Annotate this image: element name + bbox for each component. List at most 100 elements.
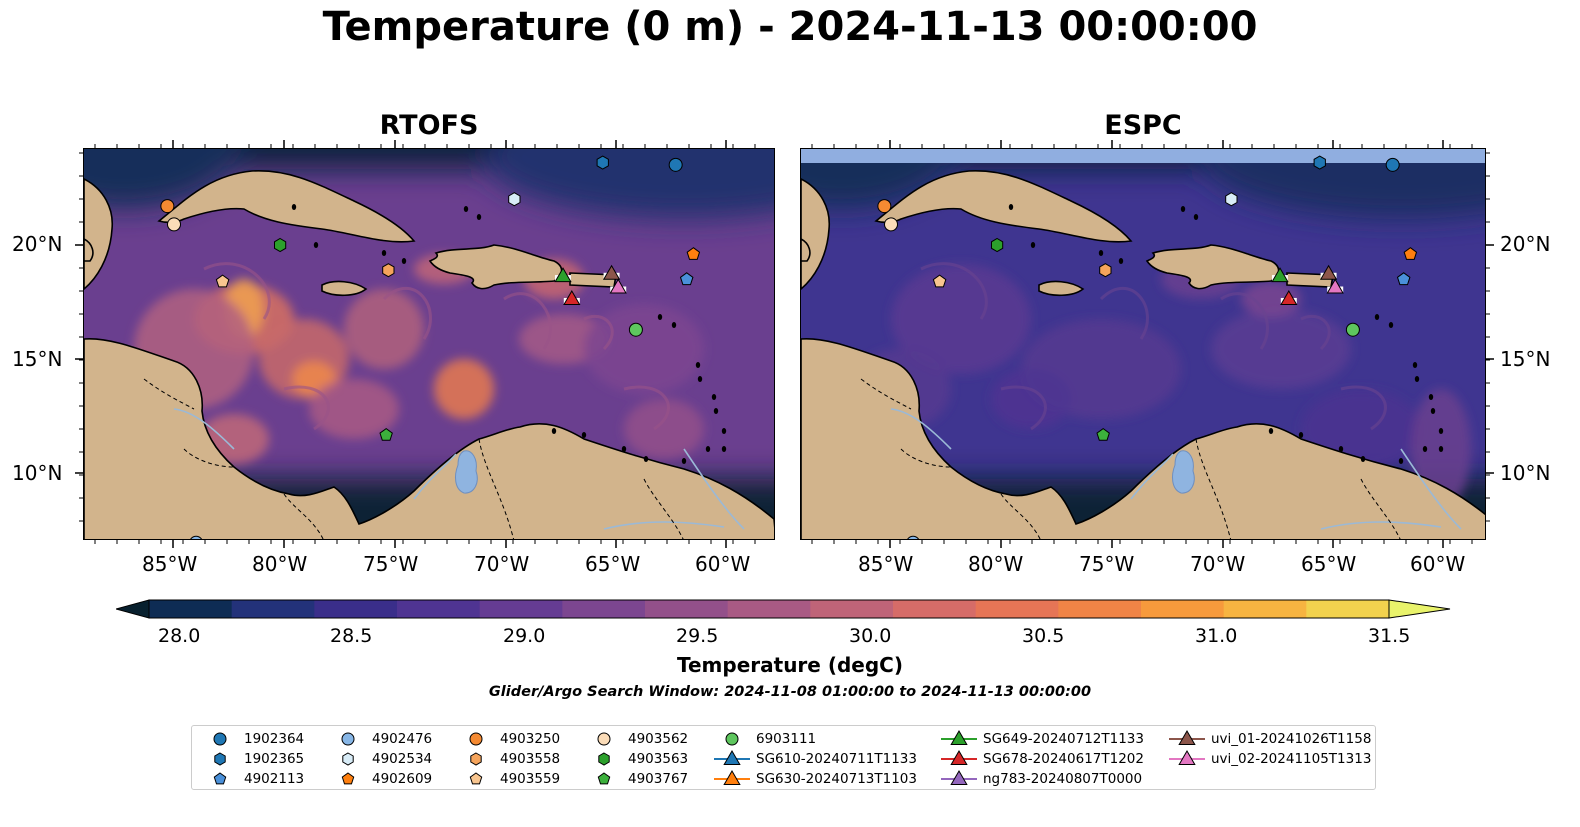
lon-tick-label: 85°W [858, 552, 914, 576]
marker-4903558 [382, 263, 395, 278]
marker-1902364 [1385, 157, 1400, 172]
colorbar-segment [893, 600, 977, 618]
marker-6903111 [1345, 322, 1360, 337]
marker-4903563 [991, 237, 1004, 253]
colorbar-over-arrow [1388, 599, 1451, 619]
marker-uvi_01-20241026T1158 [1319, 264, 1338, 280]
lon-tick-label: 75°W [363, 552, 419, 576]
marker-1902365 [596, 155, 609, 170]
legend-circle [341, 732, 355, 746]
colorbar-tick-label: 29.0 [503, 625, 546, 647]
marker-uvi_01-20241026T1158 [602, 264, 621, 280]
lon-tick-label: 70°W [1190, 552, 1246, 576]
legend-label: 4903562 [628, 731, 689, 747]
land-island_left [84, 238, 94, 262]
lat-tick-label: 15°N [1500, 347, 1551, 371]
colorbar-tick-label: 30.0 [849, 625, 892, 647]
marker-4902534 [508, 192, 521, 207]
lon-tick-label: 75°W [1079, 552, 1135, 576]
lat-tick-label: 20°N [12, 232, 63, 256]
hexagon-marker-icon [598, 752, 610, 766]
legend-label: 4902113 [244, 771, 305, 787]
axis-ticks [75, 140, 1494, 548]
marker-4902609 [1403, 247, 1418, 260]
legend-label: 4902534 [372, 751, 433, 767]
legend-label: 4902476 [372, 731, 433, 747]
colorbar-title: Temperature (degC) [677, 653, 903, 677]
marker-SG678-20240617T1202 [563, 290, 581, 305]
legend-pentagon [341, 772, 355, 785]
triangle-marker-icon [1169, 730, 1205, 745]
colorbar-segment [975, 600, 1059, 618]
espc-map [800, 148, 1486, 540]
legend-circle [597, 732, 611, 746]
colorbar-segment [1141, 600, 1225, 618]
colorbar-tick-label: 31.0 [1195, 625, 1238, 647]
marker-1902365 [1313, 155, 1326, 170]
marker-4903767 [379, 427, 393, 441]
land-island_left [801, 238, 811, 262]
lake [1172, 450, 1195, 494]
legend: 1902364 1902365 4902113 4902476 4902534 49026… [191, 725, 1376, 790]
legend-label: SG610-20240711T1133 [756, 751, 917, 767]
legend-circle [725, 732, 739, 746]
marker-4902609 [686, 247, 701, 260]
colorbar-tick-label: 30.5 [1022, 625, 1065, 647]
pentagon-marker-icon [213, 772, 227, 785]
colorbar-segment [1306, 600, 1390, 618]
legend-triangle [1178, 750, 1196, 765]
circle-marker-icon [725, 732, 739, 746]
panel-title-rtofs: RTOFS [379, 110, 479, 141]
pentagon-marker-icon [597, 772, 611, 785]
triangle-marker-icon [941, 730, 977, 745]
marker-4902534 [1225, 192, 1238, 207]
legend-hexagon [214, 752, 226, 766]
legend-circle [213, 732, 227, 746]
marker-4903563 [274, 237, 287, 253]
marker-1902364 [668, 157, 683, 172]
legend-pentagon [597, 772, 611, 785]
land-jamaica [1038, 280, 1085, 297]
colorbar-segment [314, 600, 398, 618]
hexagon-marker-icon [342, 752, 354, 766]
colorbar-segment [1058, 600, 1142, 618]
marker-4902476 [190, 535, 203, 539]
marker-4903562 [884, 217, 898, 232]
lat-tick-label: 20°N [1500, 232, 1551, 256]
legend-hexagon [342, 752, 354, 766]
marker-6903111 [628, 322, 643, 337]
pentagon-marker-icon [341, 772, 355, 785]
marker-4903250 [160, 199, 175, 214]
colorbar-segment [479, 600, 563, 618]
legend-hexagon [598, 752, 610, 766]
legend-label: ng783-20240807T0000 [983, 771, 1143, 787]
marker-SG649-20240712T1133 [1271, 267, 1289, 283]
colorbar-segment [645, 600, 729, 618]
marker-SG678-20240617T1202 [1280, 290, 1298, 305]
map-canvas [84, 149, 774, 539]
map-canvas [801, 149, 1485, 539]
colorbar-segment [562, 600, 646, 618]
land-cuba [874, 170, 1133, 243]
legend-pentagon [213, 772, 227, 785]
marker-4902113 [1396, 272, 1411, 286]
legend-label: uvi_01-20241026T1158 [1211, 731, 1372, 747]
lat-tick-label: 10°N [12, 461, 63, 485]
lon-tick-label: 60°W [695, 552, 751, 576]
land-central [801, 338, 1485, 539]
land-yucatan [84, 178, 114, 291]
marker-SG649-20240712T1133 [554, 267, 572, 283]
lon-tick-label: 80°W [252, 552, 308, 576]
hexagon-marker-icon [470, 752, 482, 766]
legend-label: 4903559 [500, 771, 561, 787]
lon-tick-label: 60°W [1410, 552, 1466, 576]
figure-title: Temperature (0 m) - 2024-11-13 00:00:00 [322, 4, 1258, 50]
triangle-marker-icon [714, 750, 750, 765]
legend-label: 4902609 [372, 771, 433, 787]
colorbar-segment [810, 600, 894, 618]
lon-tick-label: 80°W [968, 552, 1024, 576]
colorbar [116, 599, 1451, 619]
land-hispaniola [428, 244, 563, 290]
legend-triangle [950, 730, 968, 745]
colorbar-segment [727, 600, 811, 618]
